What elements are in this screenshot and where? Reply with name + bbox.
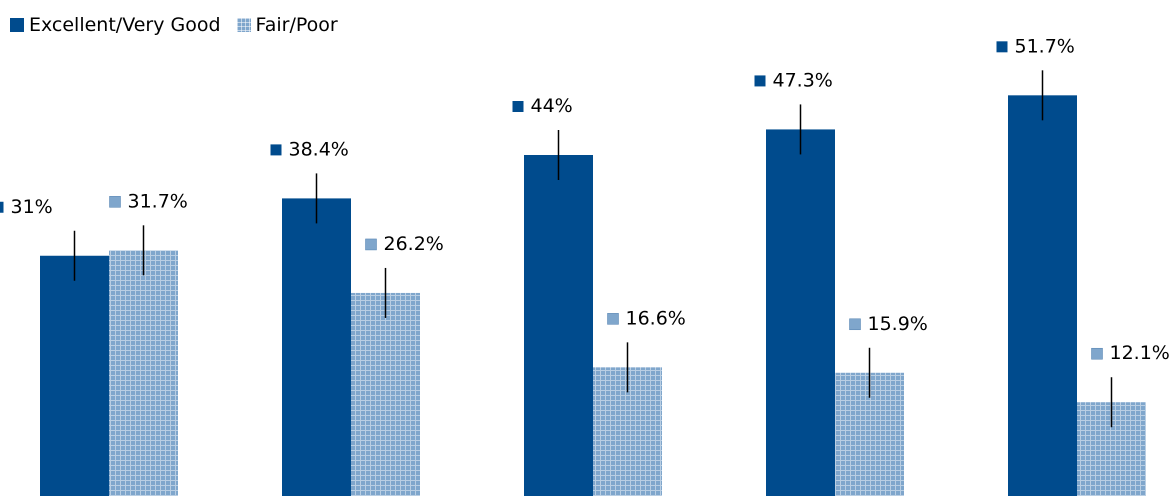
- legend: Excellent/Very Good Fair/Poor: [10, 14, 354, 36]
- data-label-marker-icon: [607, 313, 619, 325]
- bar-excellent-5: [1008, 95, 1077, 496]
- bar-fair-poor-2: [351, 292, 420, 496]
- data-label-fair-poor-2: 26.2%: [384, 233, 444, 255]
- data-label-marker-icon: [512, 101, 524, 112]
- bar-excellent-4: [766, 129, 835, 497]
- data-label-marker-icon: [754, 75, 766, 87]
- legend-label-fair-poor: Fair/Poor: [255, 14, 338, 36]
- data-label-fair-poor-4: 15.9%: [868, 313, 928, 335]
- data-label-fair-poor-1: 31.7%: [128, 190, 188, 212]
- data-label-excellent-2: 38.4%: [289, 138, 349, 160]
- data-label-excellent-3: 44%: [531, 95, 573, 117]
- data-label-excellent-4: 47.3%: [773, 69, 833, 91]
- data-label-fair-poor-5: 12.1%: [1110, 342, 1169, 364]
- data-label-marker-icon: [0, 201, 4, 213]
- data-label-fair-poor-3: 16.6%: [626, 307, 686, 329]
- bar-fair-poor-1: [109, 250, 178, 496]
- data-label-marker-icon: [1091, 347, 1103, 360]
- data-label-excellent-1: 31%: [11, 196, 53, 218]
- legend-swatch-hatched-icon: [236, 18, 251, 32]
- bar-excellent-1: [40, 255, 109, 496]
- data-label-marker-icon: [109, 196, 121, 208]
- data-label-marker-icon: [996, 41, 1008, 53]
- bar-excellent-3: [524, 155, 593, 496]
- bar-excellent-2: [282, 198, 351, 496]
- data-label-marker-icon: [849, 318, 861, 331]
- data-label-marker-icon: [270, 144, 282, 156]
- legend-item-fair-poor: Fair/Poor: [236, 14, 338, 36]
- legend-swatch-solid-icon: [10, 18, 24, 32]
- data-label-marker-icon: [365, 238, 377, 251]
- legend-item-excellent: Excellent/Very Good: [10, 14, 221, 36]
- legend-label-excellent: Excellent/Very Good: [29, 14, 221, 36]
- data-label-excellent-5: 51.7%: [1015, 35, 1075, 57]
